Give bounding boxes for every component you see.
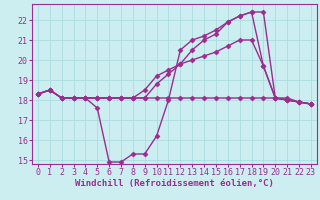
- X-axis label: Windchill (Refroidissement éolien,°C): Windchill (Refroidissement éolien,°C): [75, 179, 274, 188]
